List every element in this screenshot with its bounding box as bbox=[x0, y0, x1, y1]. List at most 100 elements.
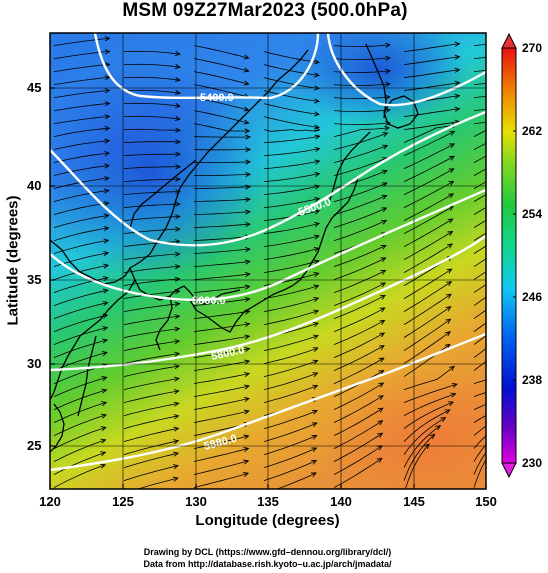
streamline bbox=[263, 135, 320, 143]
streamline-arrowhead bbox=[525, 80, 530, 84]
streamline bbox=[473, 379, 486, 384]
streamline bbox=[193, 123, 250, 132]
streamline-arrowhead bbox=[311, 422, 318, 428]
streamline bbox=[403, 168, 454, 195]
streamline-arrowhead bbox=[314, 196, 321, 202]
colorbar-top-arrow bbox=[501, 32, 517, 49]
streamline bbox=[333, 220, 387, 241]
streamline-arrowhead bbox=[440, 417, 447, 423]
streamline-arrowhead bbox=[311, 409, 318, 415]
streamline bbox=[53, 127, 110, 137]
colorbar-bottom-arrow bbox=[501, 462, 517, 479]
streamline-arrowhead bbox=[104, 175, 110, 182]
streamline bbox=[473, 271, 486, 280]
streamline bbox=[193, 310, 250, 319]
streamline-arrowhead bbox=[518, 149, 523, 153]
streamline-arrowhead bbox=[175, 226, 181, 232]
streamline-arrowhead bbox=[103, 263, 110, 269]
streamline bbox=[333, 407, 384, 436]
streamline bbox=[263, 51, 319, 63]
streamline-arrowhead bbox=[518, 162, 523, 166]
streamline-arrowhead bbox=[100, 451, 107, 457]
streamline-arrowhead bbox=[175, 201, 181, 207]
streamline bbox=[53, 339, 108, 358]
streamline-arrowhead bbox=[244, 284, 251, 290]
streamline bbox=[123, 452, 179, 468]
streamline-arrowhead bbox=[525, 119, 530, 123]
streamline bbox=[263, 160, 320, 169]
streamline bbox=[333, 245, 386, 267]
streamline-arrowhead bbox=[377, 420, 384, 426]
streamline bbox=[473, 403, 486, 410]
streamline bbox=[403, 193, 454, 221]
streamline bbox=[193, 236, 250, 241]
streamline bbox=[123, 315, 180, 325]
streamline bbox=[403, 108, 460, 117]
contour-label-5400: 5400.0 bbox=[200, 92, 234, 104]
streamline bbox=[123, 290, 180, 299]
streamline bbox=[403, 206, 454, 234]
streamline-arrowhead bbox=[314, 159, 321, 165]
streamline-arrowhead bbox=[525, 106, 530, 110]
streamline bbox=[403, 366, 455, 390]
streamline bbox=[403, 293, 452, 325]
streamline bbox=[333, 145, 388, 163]
coastlines bbox=[50, 43, 419, 453]
streamline-arrowhead bbox=[516, 262, 521, 266]
streamline bbox=[333, 96, 390, 99]
streamline-arrowhead bbox=[102, 326, 109, 332]
streamline bbox=[263, 297, 319, 312]
streamline-arrowhead bbox=[175, 151, 182, 157]
streamline bbox=[193, 410, 249, 423]
streamline-arrowhead bbox=[174, 301, 181, 307]
streamline-arrowhead bbox=[175, 176, 181, 182]
streamline bbox=[473, 129, 486, 137]
streamline bbox=[53, 377, 107, 397]
streamline-arrowhead bbox=[380, 245, 387, 250]
x-tick-label-140: 140 bbox=[330, 494, 352, 509]
streamline-arrowhead bbox=[172, 476, 179, 482]
streamline-arrowhead bbox=[314, 98, 320, 104]
streamline bbox=[473, 70, 486, 72]
streamline-arrowhead bbox=[173, 451, 180, 457]
colorbar bbox=[501, 32, 517, 479]
streamline bbox=[193, 223, 250, 228]
streamline bbox=[193, 97, 249, 111]
streamline bbox=[403, 281, 452, 312]
streamline bbox=[193, 360, 250, 371]
streamline bbox=[53, 165, 110, 176]
streamline bbox=[333, 57, 390, 60]
streamline bbox=[123, 303, 180, 312]
streamline-arrowhead bbox=[244, 259, 251, 265]
streamline-arrowhead bbox=[101, 376, 108, 382]
streamline-arrowhead bbox=[100, 463, 107, 469]
streamline bbox=[263, 185, 320, 195]
streamline-arrowhead bbox=[454, 106, 461, 112]
streamline bbox=[473, 168, 486, 176]
streamline-arrowhead bbox=[435, 425, 442, 431]
streamline-arrowhead bbox=[449, 365, 455, 372]
streamline bbox=[194, 161, 251, 163]
y-tick-label-30: 30 bbox=[27, 356, 42, 371]
streamline bbox=[263, 129, 320, 132]
streamline bbox=[123, 141, 181, 143]
streamline bbox=[123, 50, 180, 55]
streamline bbox=[473, 296, 486, 306]
streamline-arrowhead bbox=[313, 272, 320, 278]
streamline-arrowhead bbox=[447, 243, 453, 249]
colorbar-label-246: 246 bbox=[522, 290, 543, 304]
streamline-arrowhead bbox=[517, 224, 522, 228]
streamline-arrowhead bbox=[103, 213, 110, 219]
streamline bbox=[123, 102, 180, 107]
streamline-arrowhead bbox=[174, 339, 181, 345]
streamline bbox=[193, 261, 250, 267]
chart-title: MSM 09Z27Mar2023 (500.0hPa) bbox=[122, 0, 408, 21]
streamline-arrowhead bbox=[103, 225, 110, 232]
streamline-arrowhead bbox=[378, 357, 385, 363]
streamline-arrowhead bbox=[454, 54, 461, 60]
streamline-arrowhead bbox=[173, 439, 180, 445]
streamline bbox=[403, 124, 457, 143]
streamline bbox=[53, 302, 108, 319]
streamline-arrowhead bbox=[384, 125, 391, 131]
streamline-arrowhead bbox=[102, 288, 109, 294]
